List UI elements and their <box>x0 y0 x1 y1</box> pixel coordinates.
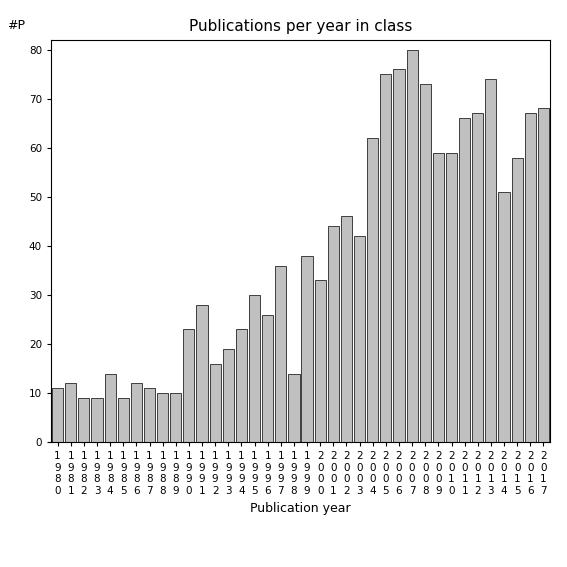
Bar <box>262 315 273 442</box>
Bar <box>223 349 234 442</box>
Bar <box>538 108 549 442</box>
Bar <box>91 398 103 442</box>
Bar <box>393 69 405 442</box>
Bar <box>472 113 483 442</box>
Bar <box>420 84 431 442</box>
Bar <box>446 153 457 442</box>
Bar <box>196 305 208 442</box>
Bar <box>65 383 77 442</box>
Bar <box>511 158 523 442</box>
Bar <box>485 79 497 442</box>
Bar <box>157 393 168 442</box>
Bar <box>104 374 116 442</box>
Bar <box>328 226 339 442</box>
Bar <box>183 329 194 442</box>
Bar <box>367 138 378 442</box>
Bar <box>249 295 260 442</box>
Bar <box>433 153 444 442</box>
Bar <box>78 398 90 442</box>
Title: Publications per year in class: Publications per year in class <box>189 19 412 35</box>
X-axis label: Publication year: Publication year <box>250 502 351 515</box>
Bar <box>275 265 286 442</box>
Bar <box>289 374 299 442</box>
Bar <box>524 113 536 442</box>
Bar <box>131 383 142 442</box>
Bar <box>210 363 221 442</box>
Bar <box>341 217 352 442</box>
Bar <box>354 236 365 442</box>
Y-axis label: #P: #P <box>7 19 25 32</box>
Bar <box>459 119 470 442</box>
Bar <box>498 192 510 442</box>
Bar <box>302 256 312 442</box>
Bar <box>407 49 418 442</box>
Bar <box>315 280 326 442</box>
Bar <box>52 388 63 442</box>
Bar <box>236 329 247 442</box>
Bar <box>170 393 181 442</box>
Bar <box>144 388 155 442</box>
Bar <box>380 74 391 442</box>
Bar <box>118 398 129 442</box>
